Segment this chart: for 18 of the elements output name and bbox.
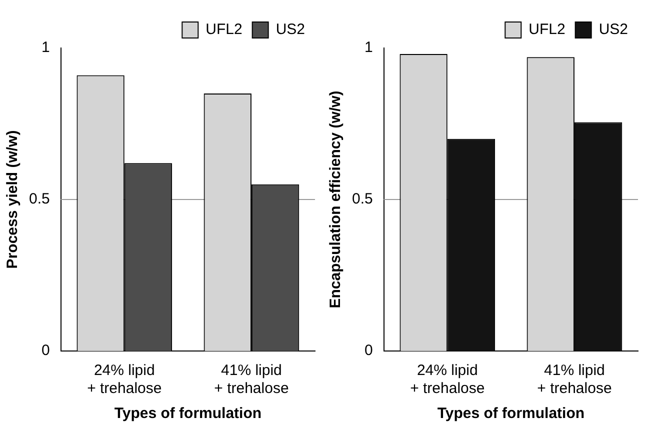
y-tick-label: 0	[42, 342, 50, 360]
y-tick-label: 1	[364, 39, 373, 56]
legend-label: US2	[276, 21, 306, 38]
y-tick-label: 0	[364, 342, 373, 360]
y-axis-title: Encapsulation efficiency (w/w)	[327, 90, 344, 308]
x-tick-label: 41% lipid + trehalose	[214, 362, 289, 398]
legend-label: US2	[598, 21, 628, 38]
x-tick-label: 41% lipid + trehalose	[537, 362, 612, 398]
legend-label: UFL2	[206, 21, 242, 38]
x-axis-title: Types of formulation	[437, 405, 585, 422]
y-axis-title: Process yield (w/w)	[4, 130, 22, 269]
legend-label: UFL2	[528, 21, 566, 38]
x-tick-label: 24% lipid + trehalose	[87, 362, 162, 398]
y-tick-label: 0.5	[28, 190, 50, 208]
x-tick-label: 24% lipid + trehalose	[410, 362, 485, 398]
y-tick-label: 0.5	[352, 190, 373, 208]
y-tick-label: 1	[42, 39, 50, 56]
x-axis-title: Types of formulation	[114, 405, 262, 422]
